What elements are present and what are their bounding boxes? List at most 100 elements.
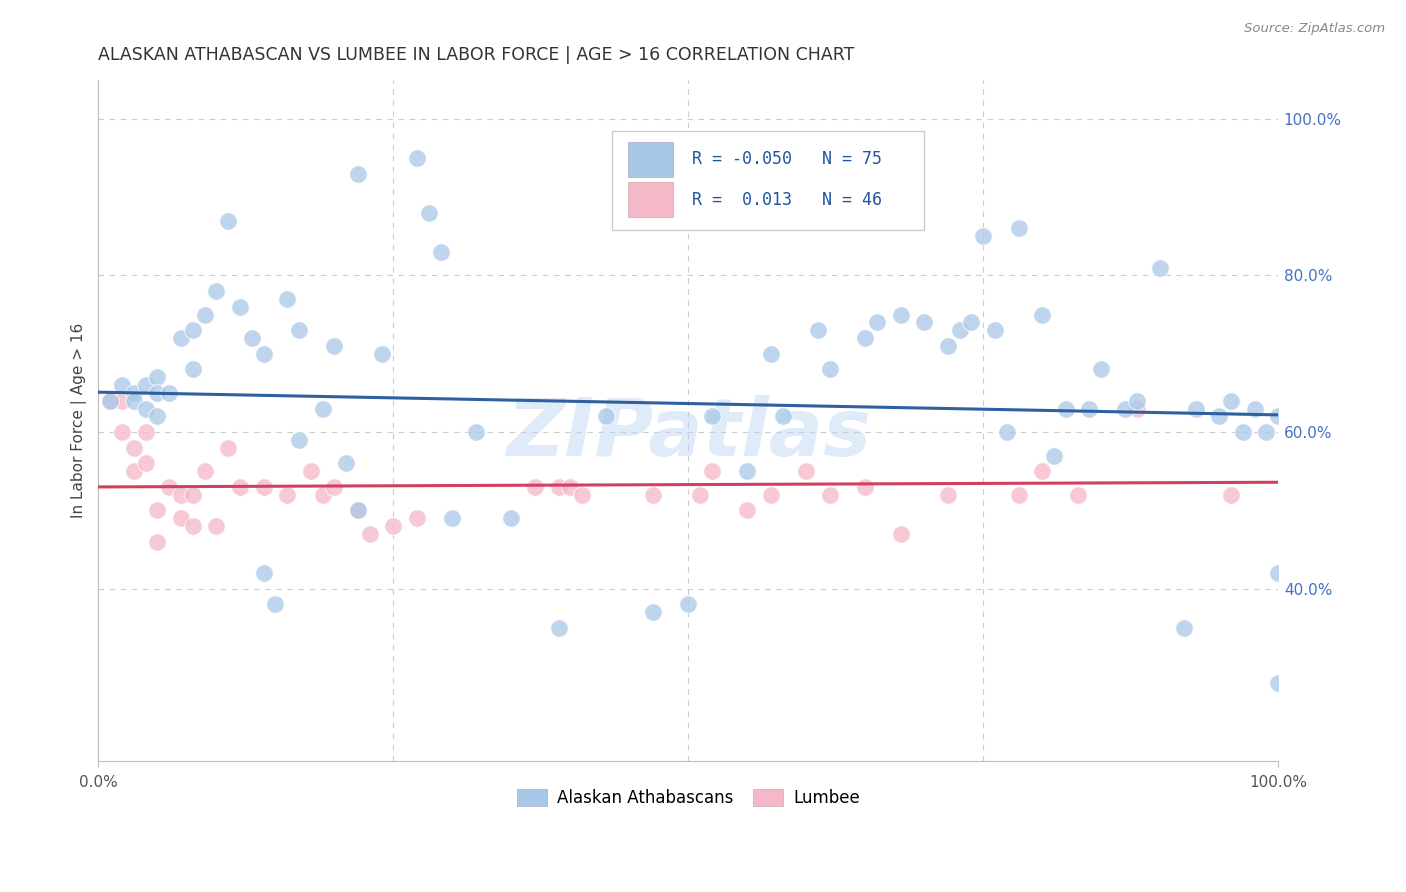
Point: [807, 323, 830, 337]
Point: [181, 362, 204, 376]
Point: [1267, 566, 1289, 580]
Point: [111, 378, 134, 392]
Bar: [628, 142, 673, 178]
Point: [547, 480, 569, 494]
Point: [252, 480, 274, 494]
Point: [370, 347, 392, 361]
Point: [181, 323, 204, 337]
Point: [111, 393, 134, 408]
Point: [276, 488, 298, 502]
Text: ALASKAN ATHABASCAN VS LUMBEE IN LABOR FORCE | AGE > 16 CORRELATION CHART: ALASKAN ATHABASCAN VS LUMBEE IN LABOR FO…: [98, 46, 855, 64]
Point: [1220, 488, 1243, 502]
Point: [1125, 401, 1147, 416]
Point: [641, 605, 664, 619]
Point: [794, 464, 817, 478]
Point: [1066, 488, 1088, 502]
Point: [217, 441, 239, 455]
Point: [205, 519, 228, 533]
Point: [1184, 401, 1206, 416]
Point: [193, 308, 215, 322]
Point: [595, 409, 617, 424]
Point: [122, 464, 145, 478]
Point: [936, 339, 959, 353]
Y-axis label: In Labor Force | Age > 16: In Labor Force | Age > 16: [72, 323, 87, 518]
Point: [252, 566, 274, 580]
Point: [1031, 464, 1053, 478]
Bar: [628, 182, 673, 218]
Point: [1031, 308, 1053, 322]
Point: [240, 331, 263, 345]
Point: [229, 300, 252, 314]
Point: [406, 151, 429, 165]
Point: [912, 316, 935, 330]
Point: [1125, 393, 1147, 408]
Point: [135, 425, 157, 439]
Point: [936, 488, 959, 502]
Point: [960, 316, 983, 330]
Point: [193, 464, 215, 478]
Point: [122, 393, 145, 408]
Point: [641, 488, 664, 502]
Point: [170, 511, 193, 525]
Point: [678, 598, 700, 612]
Point: [818, 362, 841, 376]
Point: [501, 511, 523, 525]
Text: R =  0.013   N = 46: R = 0.013 N = 46: [692, 191, 882, 209]
Point: [1114, 401, 1136, 416]
Point: [323, 339, 346, 353]
Point: [700, 409, 723, 424]
Point: [170, 331, 193, 345]
Point: [1054, 401, 1077, 416]
Point: [157, 386, 180, 401]
Point: [122, 386, 145, 401]
Point: [111, 425, 134, 439]
Point: [146, 409, 169, 424]
Point: [735, 464, 758, 478]
Text: ZIPatlas: ZIPatlas: [506, 395, 870, 473]
Point: [347, 503, 370, 517]
Point: [382, 519, 405, 533]
Point: [1208, 409, 1230, 424]
Point: [229, 480, 252, 494]
Legend: Alaskan Athabascans, Lumbee: Alaskan Athabascans, Lumbee: [510, 782, 866, 814]
Point: [335, 457, 357, 471]
Point: [560, 480, 582, 494]
FancyBboxPatch shape: [612, 131, 924, 229]
Point: [122, 441, 145, 455]
Point: [1220, 393, 1243, 408]
Point: [311, 401, 333, 416]
Point: [571, 488, 593, 502]
Point: [949, 323, 972, 337]
Point: [217, 213, 239, 227]
Point: [464, 425, 486, 439]
Point: [418, 206, 440, 220]
Point: [1256, 425, 1278, 439]
Point: [853, 331, 876, 345]
Point: [157, 480, 180, 494]
Point: [359, 527, 381, 541]
Point: [523, 480, 546, 494]
Point: [984, 323, 1007, 337]
Point: [1078, 401, 1101, 416]
Point: [146, 503, 169, 517]
Point: [772, 409, 794, 424]
Point: [759, 488, 782, 502]
Point: [1149, 260, 1171, 275]
Text: R = -0.050   N = 75: R = -0.050 N = 75: [692, 151, 882, 169]
Point: [288, 433, 311, 447]
Point: [98, 393, 121, 408]
Point: [347, 167, 370, 181]
Point: [98, 393, 121, 408]
Point: [689, 488, 711, 502]
Point: [700, 464, 723, 478]
Point: [972, 229, 994, 244]
Point: [890, 527, 912, 541]
Point: [429, 244, 451, 259]
Point: [406, 511, 429, 525]
Point: [441, 511, 464, 525]
Point: [1173, 621, 1195, 635]
Point: [1267, 675, 1289, 690]
Text: Source: ZipAtlas.com: Source: ZipAtlas.com: [1244, 22, 1385, 36]
Point: [135, 401, 157, 416]
Point: [276, 292, 298, 306]
